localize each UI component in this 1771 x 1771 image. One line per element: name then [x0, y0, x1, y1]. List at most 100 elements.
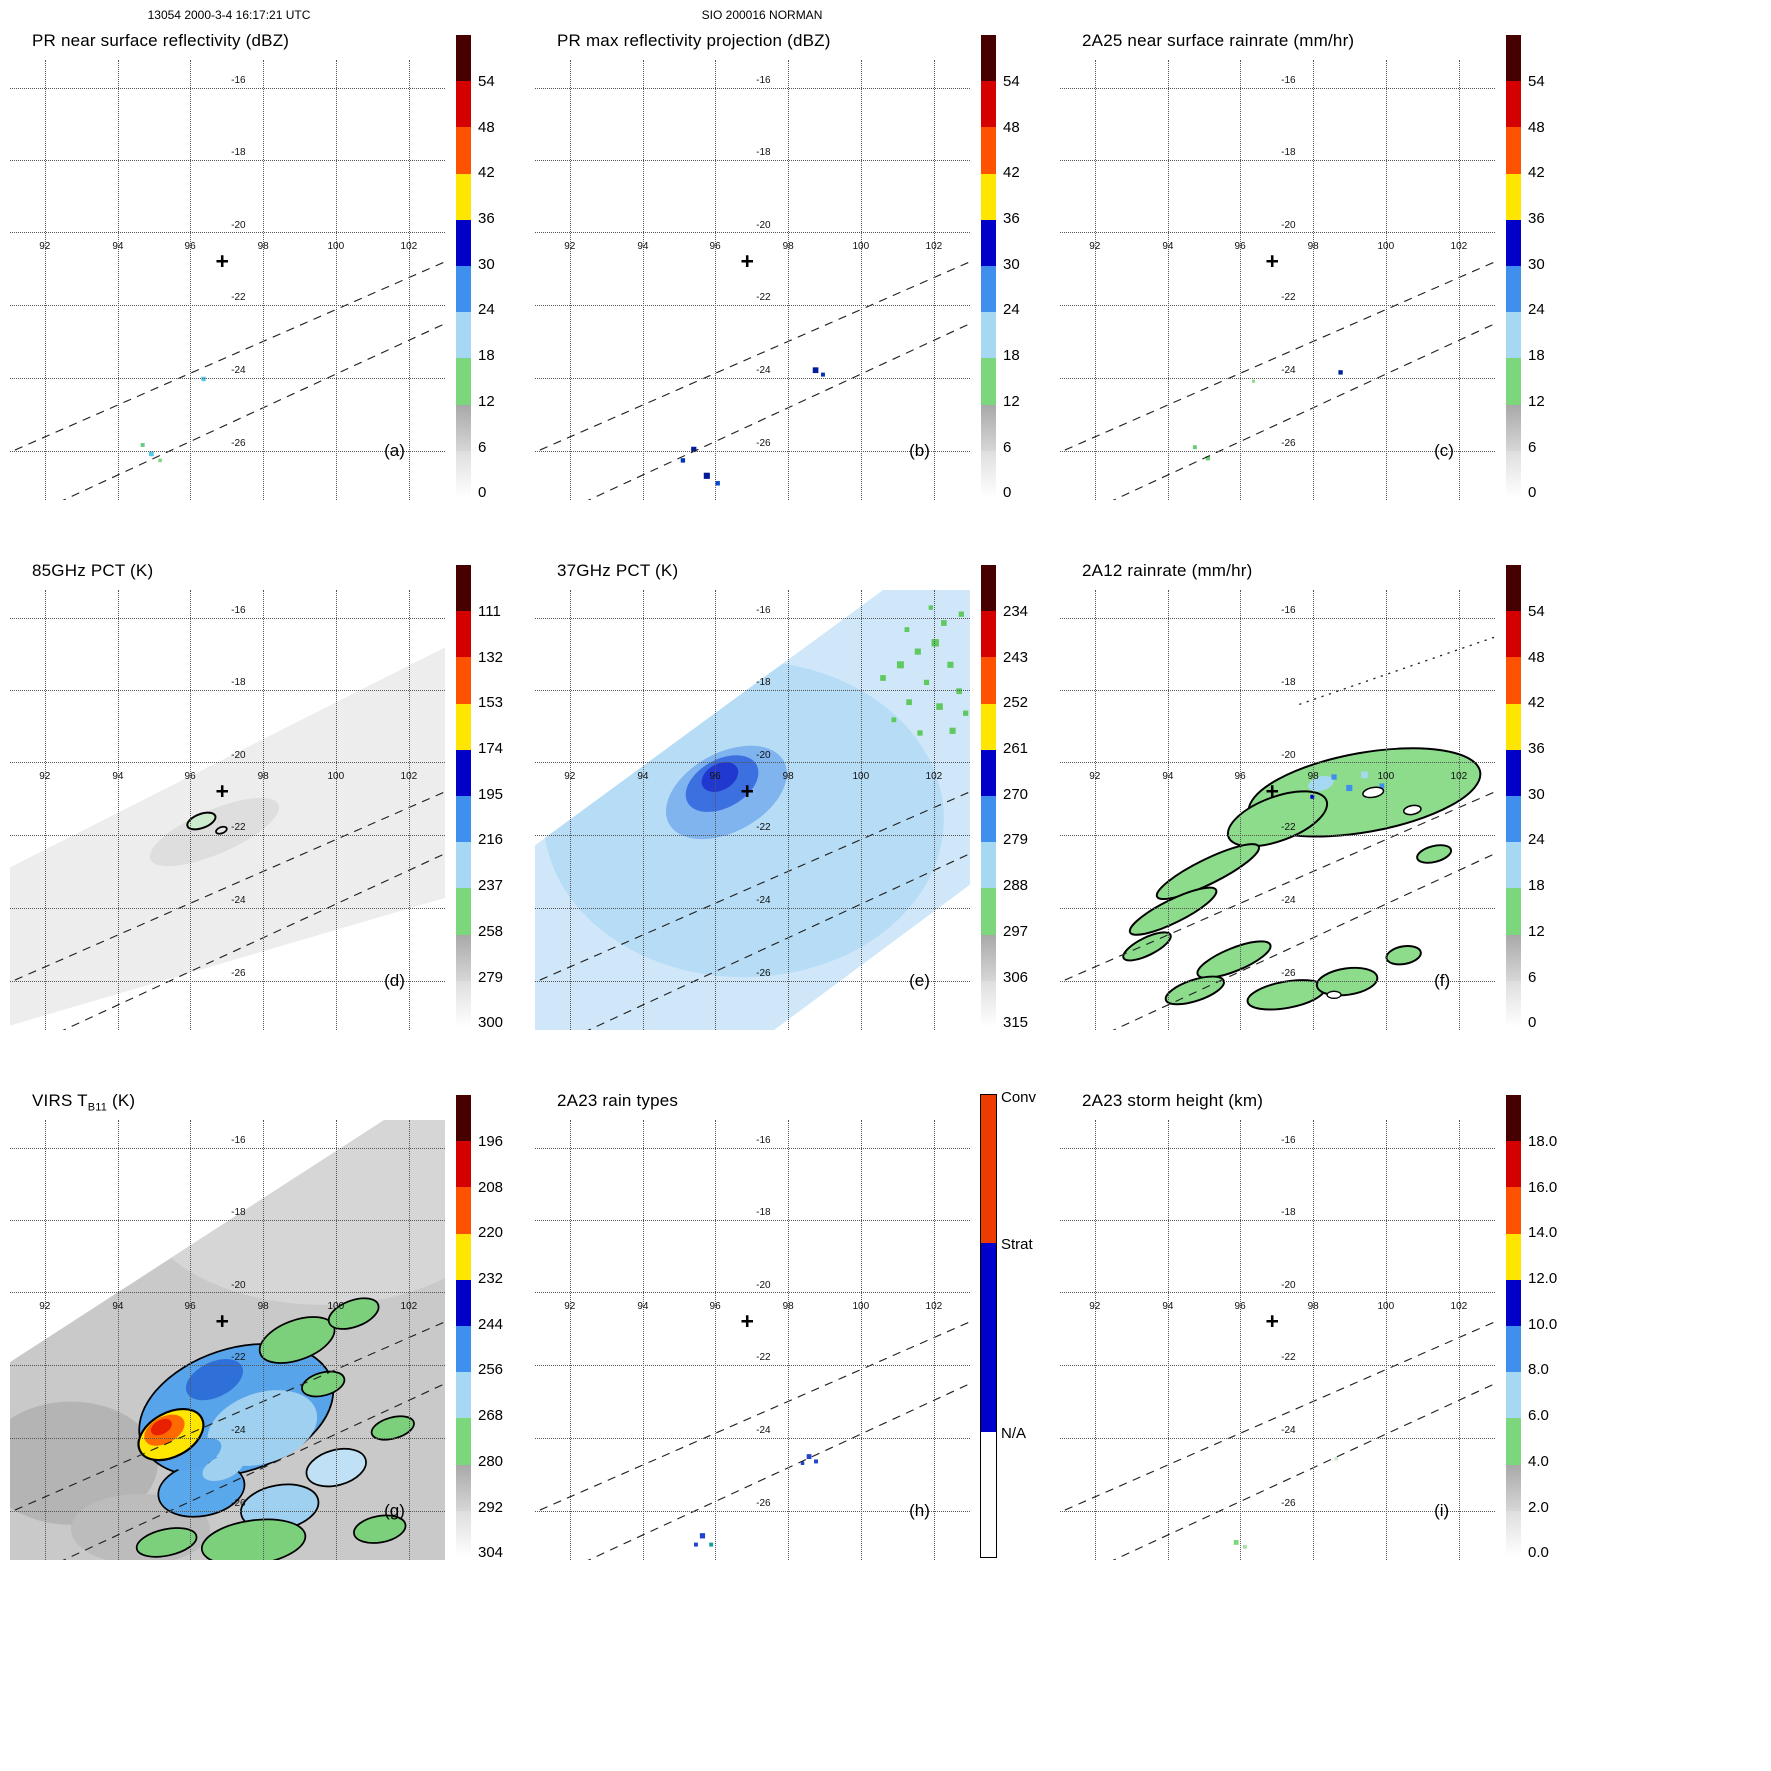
- lat-label: -16: [1281, 75, 1296, 87]
- data-blob: [1326, 990, 1342, 999]
- gridline-vertical: [569, 60, 571, 500]
- colorbar-tick-label: 24: [1528, 831, 1545, 849]
- panel-title-g: VIRS TB11 (K): [32, 1091, 135, 1113]
- panel-letter-d: (d): [384, 970, 405, 990]
- lat-label: -24: [231, 1425, 246, 1437]
- map-g: 92 94 96 98 100 102 -16 -18 -20 -22 -24 -26 + (g): [10, 1120, 445, 1560]
- lat-label: -24: [231, 365, 246, 377]
- colorbar-tick-label: 268: [478, 1407, 504, 1425]
- lon-label: 96: [1234, 240, 1246, 252]
- gridline-horizontal: [10, 450, 445, 452]
- colorbar-segment: [1506, 1233, 1521, 1280]
- colorbar-tick-label: 252: [1003, 694, 1029, 712]
- data-speck: [1334, 1457, 1338, 1461]
- colorbar-tick-label: 54: [478, 72, 495, 90]
- colorbar-segment: [456, 358, 471, 405]
- data-speck: [958, 611, 964, 617]
- clipped-data-layer: [535, 590, 970, 1030]
- panel-letter-b: (b): [909, 440, 930, 460]
- data-blob: [327, 1297, 380, 1330]
- colorbar-tick-label: 244: [478, 1315, 504, 1333]
- lon-label: 100: [1377, 240, 1395, 252]
- colorbar-segment: [1506, 703, 1521, 750]
- colorbar-tick-label: 111: [478, 602, 501, 620]
- colorbar-segment: [1506, 219, 1521, 266]
- colorbar-segment: [981, 934, 996, 981]
- colorbar-segment: [456, 1326, 471, 1373]
- data-speck: [949, 727, 956, 734]
- lat-label: -22: [756, 1352, 771, 1364]
- gridline-vertical: [190, 60, 192, 500]
- swath-edge-dashed-line: [1060, 791, 1495, 983]
- gridline-vertical: [642, 60, 644, 500]
- gridline-horizontal: [1060, 908, 1495, 910]
- colorbar-tick-label: 18: [1003, 347, 1020, 365]
- gridline-horizontal: [535, 1510, 970, 1512]
- colorbar-segment: [981, 219, 996, 266]
- gridline-horizontal: [10, 88, 445, 90]
- lon-label: 92: [564, 770, 576, 782]
- colorbar-segment: [981, 888, 996, 935]
- colorbar-segment: [456, 703, 471, 750]
- gridline-vertical: [1094, 1120, 1096, 1560]
- colorbar-tick-label: 2.0: [1528, 1498, 1549, 1516]
- site-marker: +: [215, 778, 229, 805]
- data-blob: [353, 1514, 407, 1544]
- gridline-horizontal: [10, 1148, 445, 1150]
- lat-label: -24: [756, 895, 771, 907]
- data-speck: [703, 472, 710, 479]
- gridline-vertical: [1385, 60, 1387, 500]
- lat-label: -20: [1281, 749, 1296, 761]
- colorbar-tick-label: 132: [478, 648, 504, 666]
- colorbar-tick-label: 24: [478, 301, 495, 319]
- gridline-horizontal: [535, 762, 970, 764]
- gridline-vertical: [860, 60, 862, 500]
- colorbar-segment: [456, 934, 471, 981]
- gridline-vertical: [263, 1120, 265, 1560]
- gridline-horizontal: [1060, 305, 1495, 307]
- map-canvas-a: [10, 261, 445, 500]
- gridline-vertical: [1313, 60, 1315, 500]
- colorbar-segment: [1506, 1187, 1521, 1234]
- lon-label: 98: [782, 770, 794, 782]
- lat-label: -26: [756, 967, 771, 979]
- gridline-vertical: [1167, 590, 1169, 1030]
- colorbar-segment: [981, 358, 996, 405]
- gridline-vertical: [117, 60, 119, 500]
- colorbar-tick-label: 279: [1003, 831, 1029, 849]
- panel-title-f: 2A12 rainrate (mm/hr): [1082, 561, 1253, 580]
- site-marker: +: [1265, 248, 1279, 275]
- gridline-vertical: [1167, 1120, 1169, 1560]
- lat-label: -20: [231, 1279, 246, 1291]
- gridline-horizontal: [1060, 1219, 1495, 1221]
- lon-label: 94: [1162, 1300, 1174, 1312]
- gridline-vertical: [788, 1120, 790, 1560]
- swath-edge-dashed-line: [62, 322, 445, 500]
- gridline-vertical: [788, 590, 790, 1030]
- gridline-vertical: [1167, 60, 1169, 500]
- map-d: 92 94 96 98 100 102 -16 -18 -20 -22 -24 -26 + (d): [10, 590, 445, 1030]
- colorbar-tick-label: 12: [1528, 922, 1545, 940]
- gridline-horizontal: [535, 1148, 970, 1150]
- gridline-vertical: [1313, 590, 1315, 1030]
- gridline-horizontal: [10, 980, 445, 982]
- lon-label: 102: [1450, 770, 1468, 782]
- colorbar-tick-label: 36: [1003, 210, 1020, 227]
- colorbar-segment: [1506, 312, 1521, 359]
- lat-label: -18: [756, 1206, 771, 1218]
- lat-label: -16: [231, 1135, 246, 1147]
- data-speck: [904, 627, 910, 633]
- colorbar-segment: [1506, 796, 1521, 843]
- swath-edge-dashed-line: [587, 1382, 970, 1560]
- lon-label: 92: [564, 240, 576, 252]
- data-speck: [936, 703, 943, 710]
- data-speck: [1192, 445, 1197, 450]
- data-blob: [200, 1518, 307, 1560]
- site-marker: +: [1265, 1308, 1279, 1335]
- colorbar-tick-label: 315: [1003, 1014, 1029, 1032]
- lon-label: 102: [925, 1300, 943, 1312]
- swath-edge-dashed-line: [1112, 852, 1495, 1030]
- data-speck: [1361, 771, 1368, 779]
- lon-label: 94: [112, 1300, 124, 1312]
- gridline-vertical: [1240, 590, 1242, 1030]
